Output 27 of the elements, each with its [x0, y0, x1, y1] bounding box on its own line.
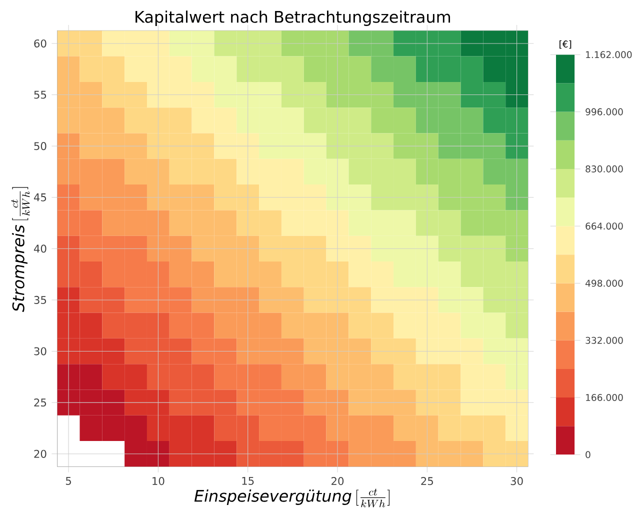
y-tick-label: 45 [34, 193, 46, 202]
color-bar-label: 996.000 [586, 108, 623, 116]
color-bar-label: 1.162.000 [586, 51, 632, 58]
y-tick-label: 35 [34, 296, 46, 304]
x-tick-label: 15 [242, 477, 254, 485]
color-bar-title: [€] [560, 40, 572, 49]
y-tick-label: 30 [34, 347, 46, 356]
y-tick-label: 50 [34, 142, 46, 150]
y-tick-label: 20 [34, 450, 46, 458]
y-axis-title: $\textit{Strompreis}\,[\frac{ct}{kWh}]$ [11, 187, 30, 312]
x-axis-title: $\textit{Einspeisevergütung}\,[\frac{ct}{kWh}]$ [194, 488, 390, 508]
color-bar-label: 830.000 [586, 165, 623, 172]
y-tick-label: 25 [34, 398, 46, 407]
color-bar-label: 166.000 [586, 394, 623, 402]
y-tick-label: 40 [34, 244, 46, 253]
color-bar-label: 498.000 [585, 280, 623, 287]
x-tick-label: 5 [66, 477, 71, 485]
color-bar-label: 332.000 [586, 336, 623, 344]
x-tick-label: 25 [421, 477, 433, 486]
y-tick-label: 60 [34, 39, 46, 48]
color-bar-label: 0 [586, 451, 590, 458]
x-tick-label: 20 [332, 477, 344, 486]
x-tick-label: 30 [510, 477, 523, 486]
y-tick-label: 55 [34, 90, 46, 99]
x-tick-label: 10 [152, 477, 164, 486]
color-bar-label: 664.000 [586, 222, 623, 230]
chart-title: Kapitalwert nach Betrachtungszeitraum [136, 10, 450, 26]
